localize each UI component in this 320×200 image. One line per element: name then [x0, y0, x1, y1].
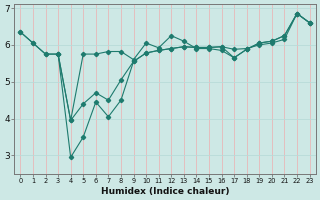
X-axis label: Humidex (Indice chaleur): Humidex (Indice chaleur)	[101, 187, 229, 196]
